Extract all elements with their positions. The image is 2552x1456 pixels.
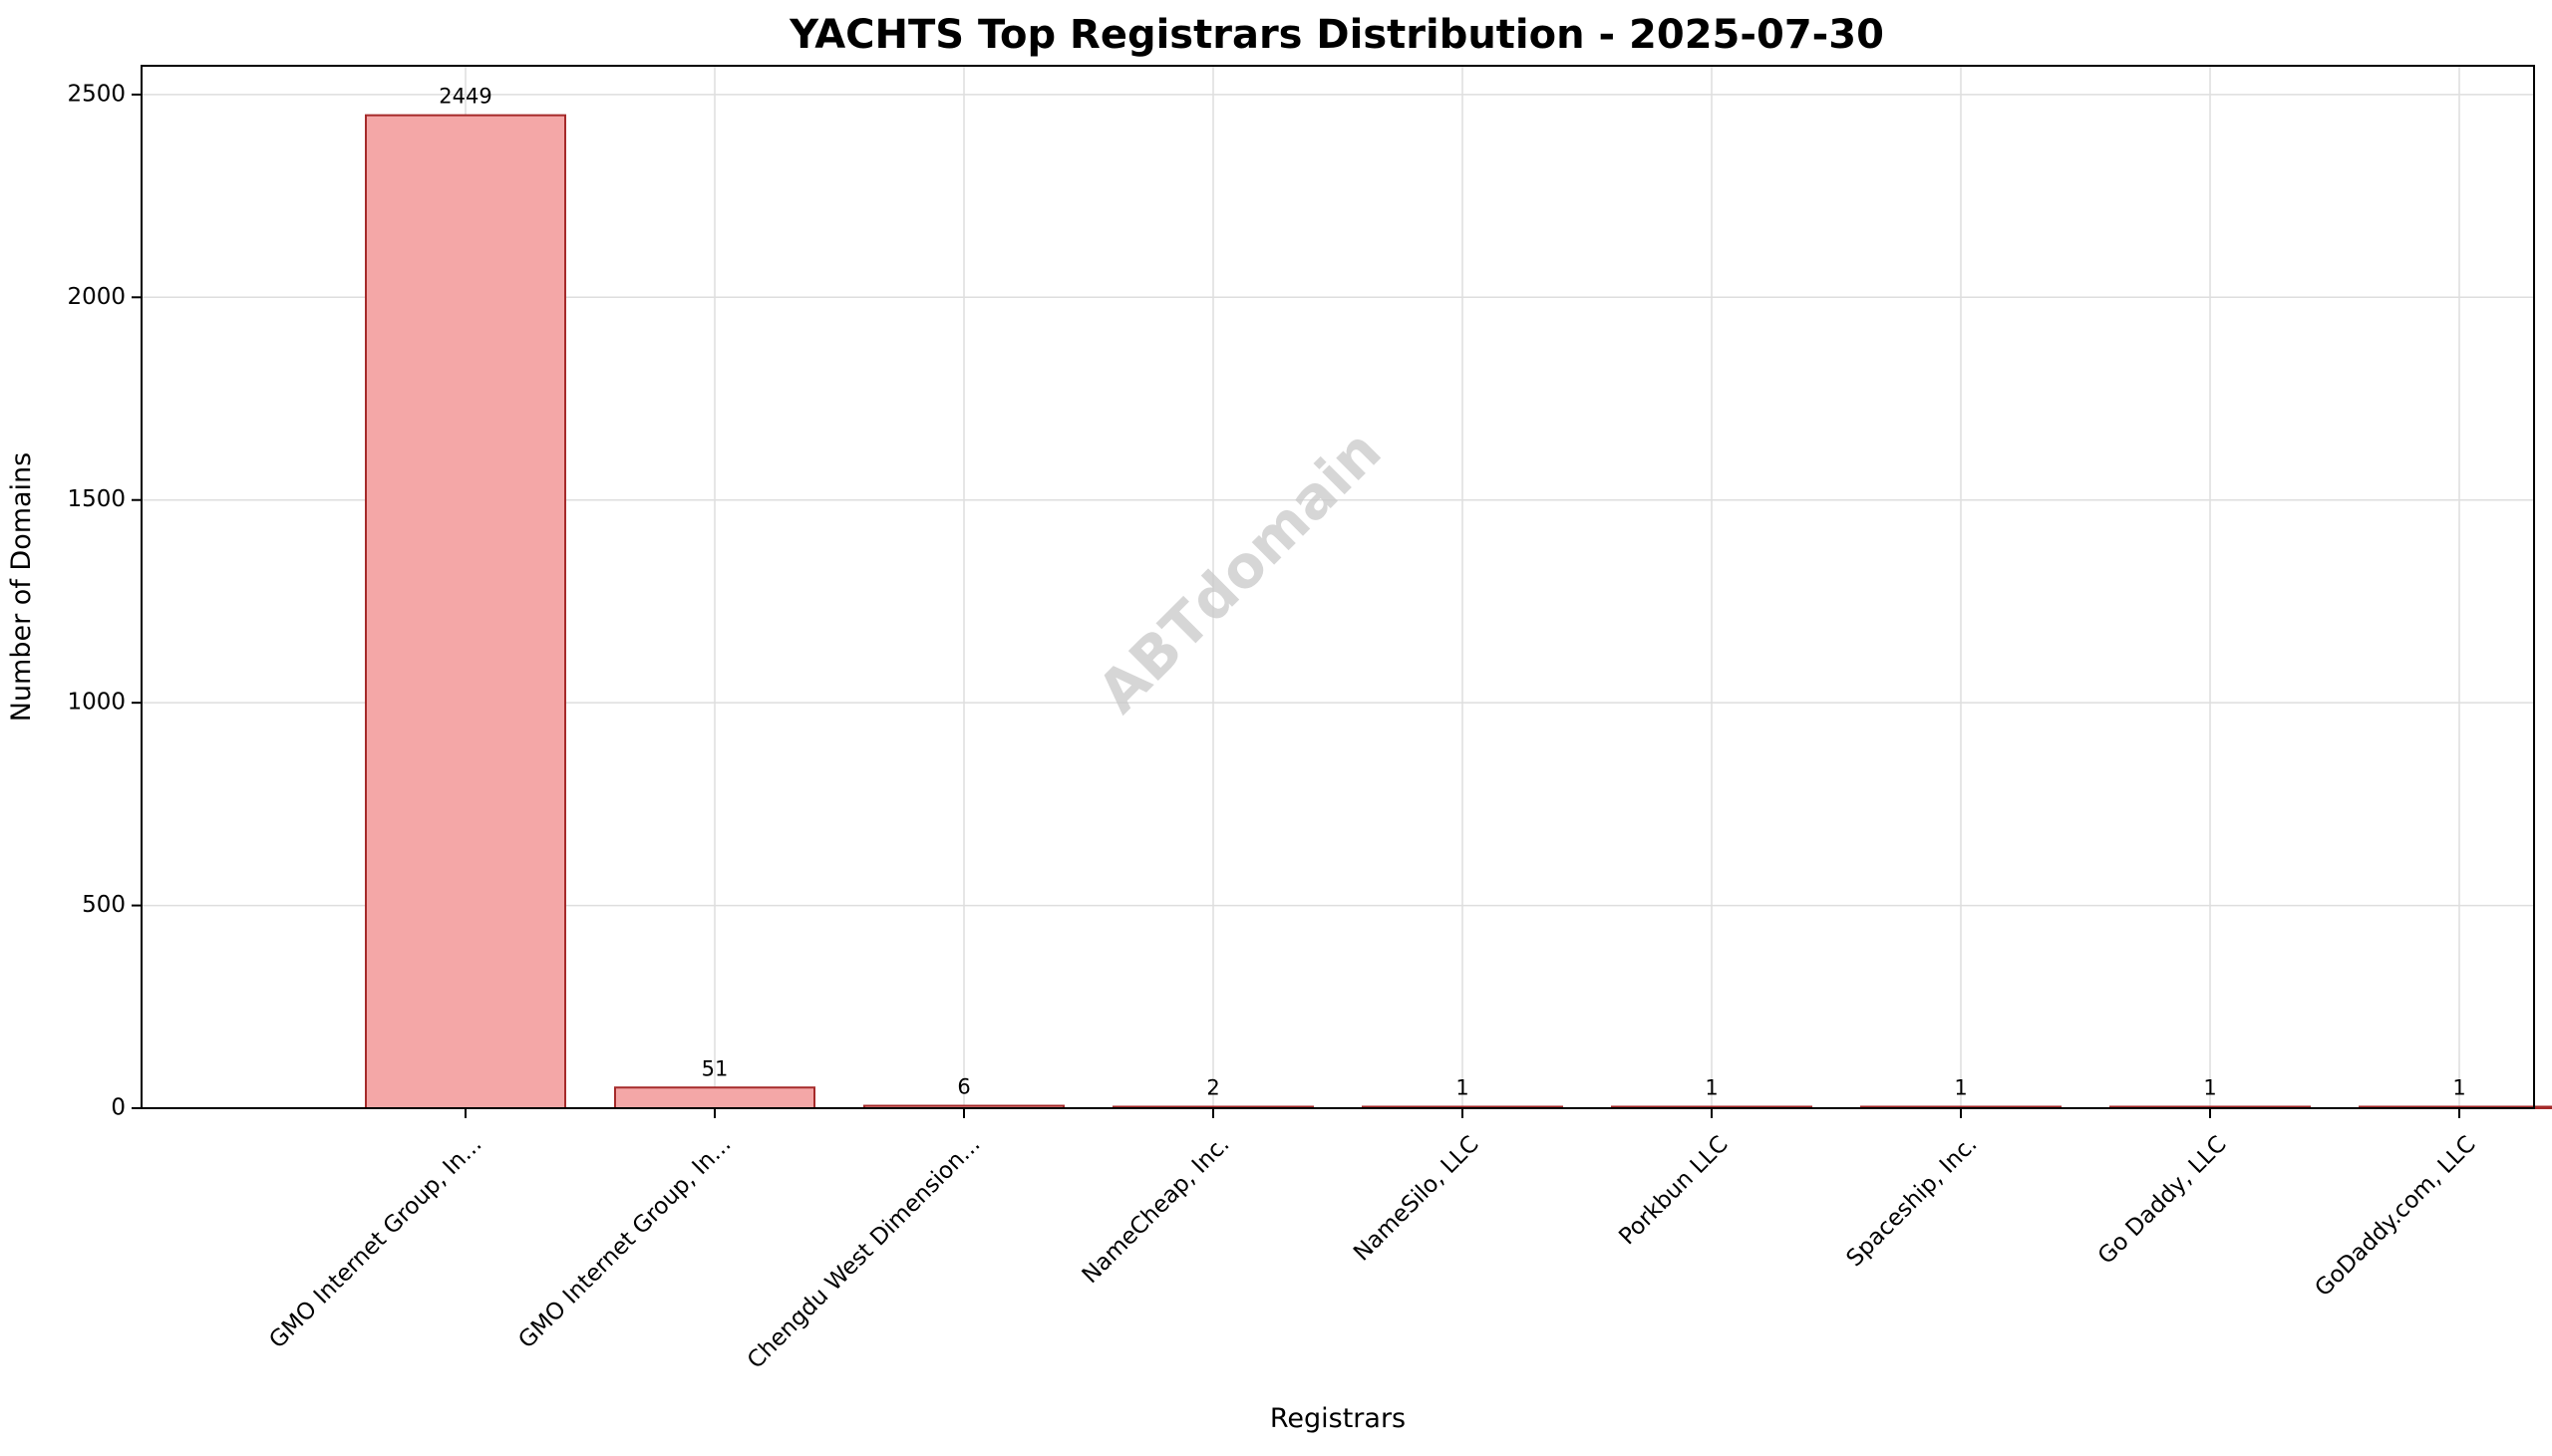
data-labels: 2449 51 6 2 1 1 1 1 1 [439,85,2465,1100]
x-axis-label: Registrars [1270,1403,1406,1434]
chart-title: YACHTS Top Registrars Distribution - 202… [789,12,1884,58]
y-tick-label: 0 [111,1095,126,1121]
bar-data-label: 51 [702,1056,729,1080]
y-tick-label: 2500 [67,81,126,107]
bar-data-label: 1 [1705,1076,1718,1100]
bar-data-label: 1 [2203,1076,2216,1100]
bar-data-label: 1 [2452,1076,2465,1100]
y-axis-label: Number of Domains [6,452,37,723]
y-axis: 0 500 1000 1500 2000 2500 [67,81,142,1121]
bar-data-label: 2449 [439,85,491,109]
bar-data-label: 6 [957,1075,970,1099]
plot-frame [141,65,2535,1109]
y-tick-label: 1000 [67,690,126,716]
y-tick-label: 500 [82,892,126,918]
y-tick-label: 1500 [67,486,126,512]
bar [365,114,566,1110]
bar-data-label: 1 [1954,1076,1967,1100]
y-tick-label: 2000 [67,284,126,310]
bar [614,1086,815,1109]
bar-data-label: 2 [1206,1076,1219,1100]
bar-data-label: 1 [1455,1076,1468,1100]
